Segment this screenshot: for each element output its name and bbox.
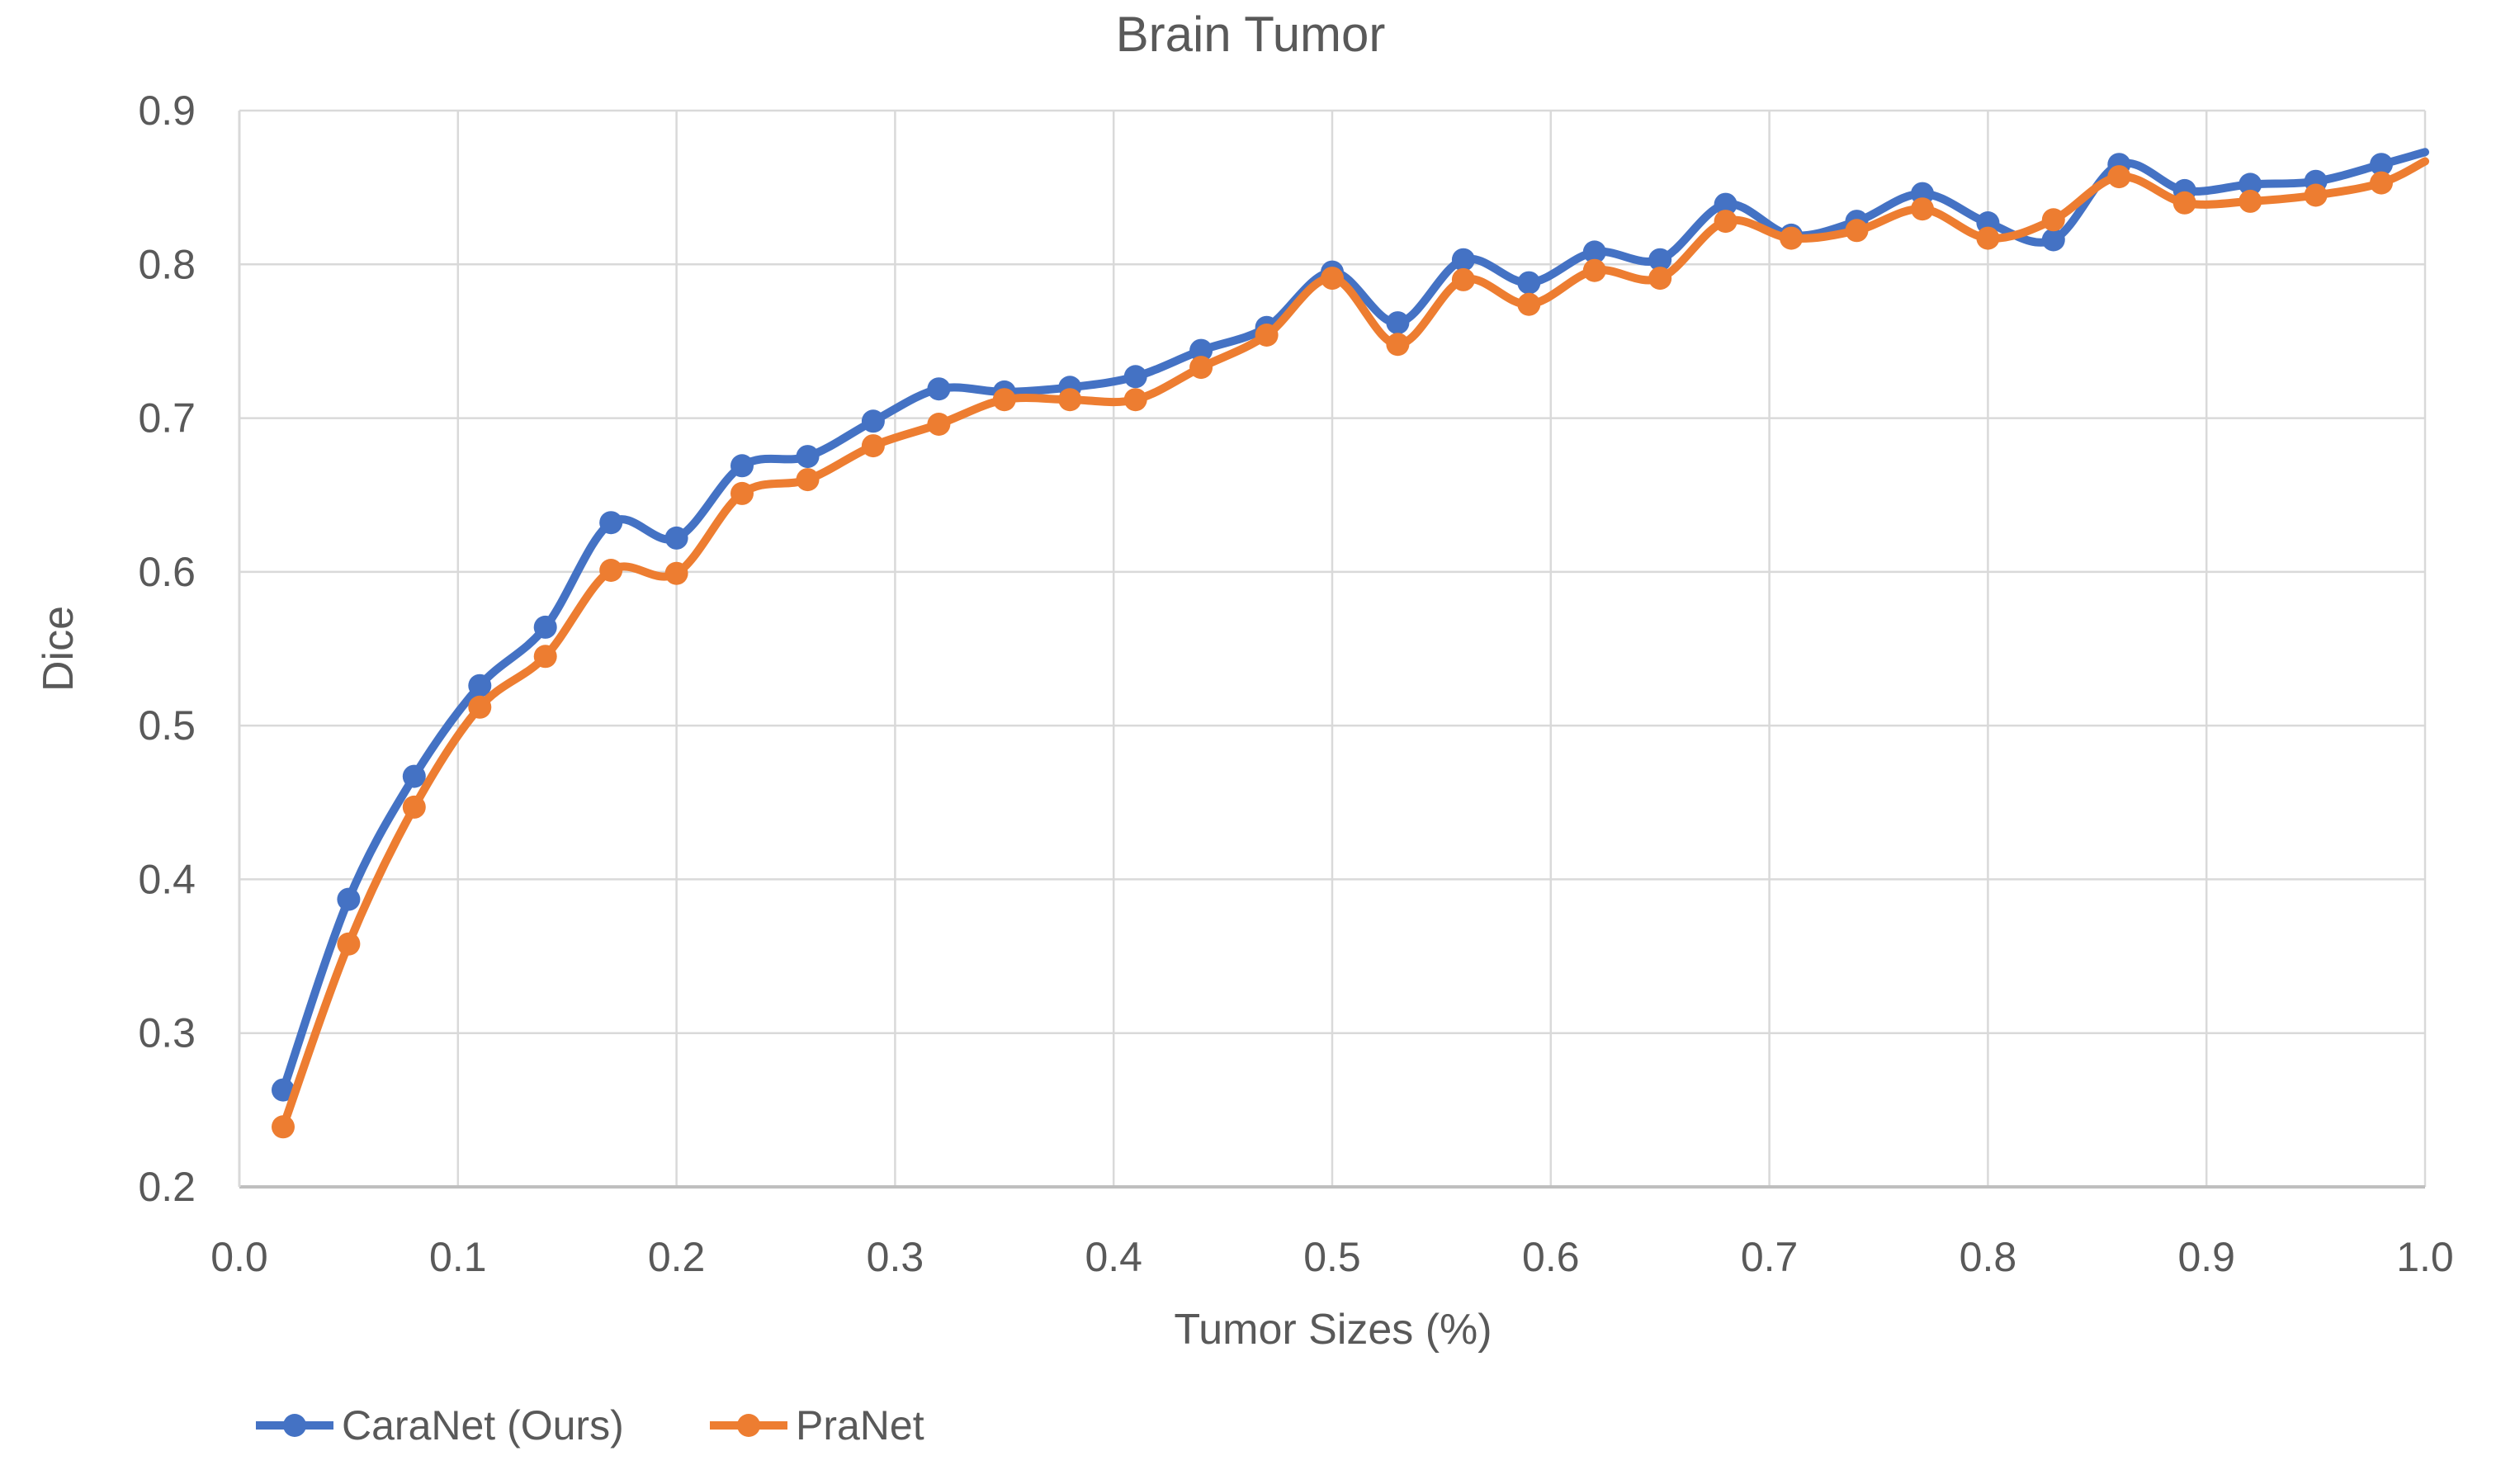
legend: CaraNet (Ours) PraNet: [256, 1402, 924, 1449]
y-axis-title: Dice: [35, 606, 83, 692]
pranet-data-point: [1321, 267, 1344, 291]
caranet-data-point: [1386, 311, 1410, 335]
caranet-data-point: [599, 511, 623, 535]
caranet-data-point: [1123, 365, 1147, 389]
pranet-data-point: [1386, 333, 1410, 357]
caranet-data-point: [2239, 173, 2262, 196]
y-tick-label: 0.8: [138, 241, 196, 287]
pranet-series: [272, 157, 2429, 1139]
y-tick-label: 0.6: [138, 549, 196, 595]
pranet-data-point: [796, 468, 820, 492]
pranet-data-point: [1451, 267, 1475, 291]
pranet-data-point: [1714, 210, 1737, 234]
chart-title: Brain Tumor: [1116, 7, 1386, 62]
caranet-data-point: [272, 1078, 295, 1102]
caranet-data-point: [2370, 153, 2393, 177]
caranet-data-point: [1451, 248, 1475, 272]
pranet-data-point: [2239, 189, 2262, 213]
caranet-data-point: [533, 615, 557, 639]
caranet-data-point: [337, 887, 361, 911]
caranet-data-point: [861, 409, 885, 433]
pranet-data-point: [1058, 388, 1082, 412]
pranet-data-point: [1648, 267, 1672, 291]
pranet-data-point: [664, 561, 688, 585]
x-tick-label: 0.9: [2177, 1234, 2235, 1280]
caranet-data-point: [1517, 271, 1541, 295]
pranet-data-point: [1780, 226, 1804, 250]
caranet-data-point: [664, 526, 688, 550]
pranet-legend-marker-icon: [737, 1414, 760, 1437]
y-tick-label: 0.4: [138, 856, 196, 902]
caranet-legend-marker-icon: [283, 1414, 306, 1437]
pranet-data-point: [402, 795, 426, 819]
pranet-data-point: [861, 434, 885, 458]
pranet-data-point: [1517, 292, 1541, 316]
pranet-data-point: [2370, 171, 2393, 195]
data-series: [272, 148, 2429, 1139]
caranet-data-point: [1582, 240, 1606, 264]
y-tick-label: 0.7: [138, 395, 196, 442]
x-tick-label: 0.1: [429, 1234, 487, 1280]
pranet-data-point: [1976, 226, 2000, 250]
pranet-data-point: [1911, 197, 1934, 221]
y-tick-label: 0.5: [138, 702, 196, 749]
caranet-data-point: [2041, 228, 2065, 252]
x-tick-label: 0.4: [1085, 1234, 1142, 1280]
caranet-data-point: [1189, 338, 1213, 362]
pranet-data-point: [1255, 324, 1279, 347]
y-axis-tick-labels: 0.2 0.3 0.4 0.5 0.6 0.7 0.8 0.9: [138, 87, 196, 1210]
pranet-data-point: [1582, 258, 1606, 282]
x-tick-label: 0.5: [1303, 1234, 1361, 1280]
legend-item-caranet: CaraNet (Ours): [256, 1402, 624, 1449]
x-axis-tick-labels: 0.0 0.1 0.2 0.3 0.4 0.5 0.6 0.7 0.8 0.9 1.0: [210, 1234, 2454, 1280]
axis-lines: [238, 111, 2425, 1189]
x-tick-label: 0.3: [867, 1234, 924, 1280]
caranet-data-point: [796, 445, 820, 469]
pranet-data-point: [272, 1115, 295, 1139]
legend-label-caranet: CaraNet (Ours): [342, 1402, 624, 1449]
x-tick-label: 0.2: [648, 1234, 706, 1280]
legend-label-pranet: PraNet: [796, 1402, 924, 1449]
pranet-data-point: [992, 388, 1016, 412]
caranet-data-point: [927, 377, 951, 401]
pranet-data-point: [2107, 165, 2131, 189]
pranet-data-point: [730, 481, 754, 505]
x-tick-label: 0.0: [210, 1234, 268, 1280]
caranet-data-point: [402, 764, 426, 788]
pranet-data-point: [2172, 191, 2196, 215]
x-tick-label: 0.7: [1741, 1234, 1799, 1280]
x-tick-label: 1.0: [2396, 1234, 2454, 1280]
pranet-data-point: [337, 932, 361, 956]
pranet-data-point: [533, 645, 557, 669]
caranet-data-point: [1714, 192, 1737, 216]
y-tick-label: 0.9: [138, 87, 196, 134]
pranet-data-point: [1845, 219, 1869, 243]
legend-item-pranet: PraNet: [710, 1402, 924, 1449]
pranet-data-point: [599, 559, 623, 582]
pranet-line: [278, 157, 2429, 1132]
x-tick-label: 0.6: [1522, 1234, 1580, 1280]
x-axis-title: Tumor Sizes (%): [1174, 1306, 1492, 1354]
y-tick-label: 0.2: [138, 1164, 196, 1210]
y-tick-label: 0.3: [138, 1010, 196, 1056]
caranet-data-point: [468, 673, 492, 697]
caranet-data-point: [1648, 248, 1672, 272]
pranet-data-point: [2304, 183, 2328, 207]
x-tick-label: 0.8: [1960, 1234, 2017, 1280]
caranet-data-point: [730, 454, 754, 478]
pranet-data-point: [1189, 356, 1213, 380]
pranet-data-point: [468, 695, 492, 719]
pranet-data-point: [1123, 388, 1147, 412]
pranet-data-point: [2041, 208, 2065, 232]
pranet-data-point: [927, 413, 951, 436]
